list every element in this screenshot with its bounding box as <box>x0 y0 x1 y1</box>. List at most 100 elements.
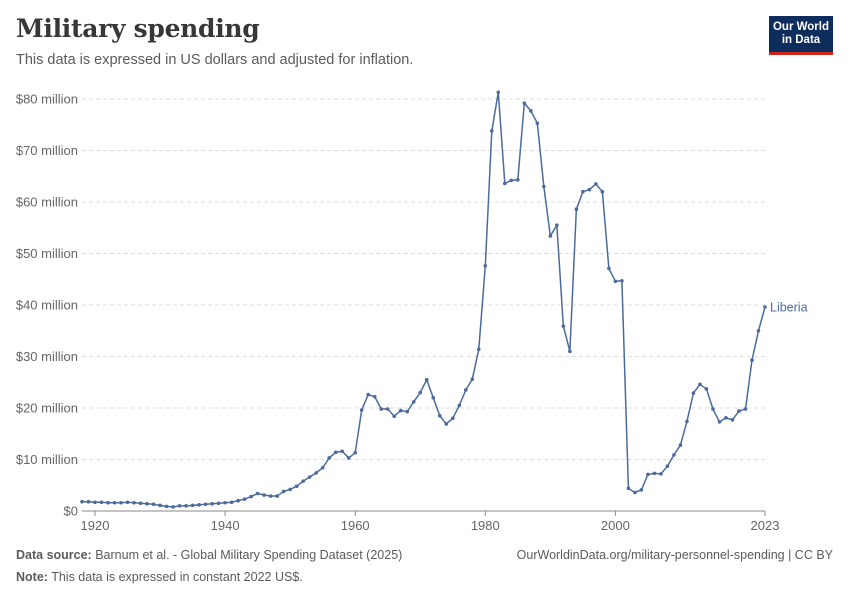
data-point[interactable] <box>646 472 650 477</box>
data-point[interactable] <box>249 494 253 499</box>
data-point[interactable] <box>288 487 292 492</box>
data-point[interactable] <box>353 451 358 455</box>
data-point[interactable] <box>86 499 91 504</box>
data-point[interactable] <box>704 387 709 391</box>
data-point[interactable] <box>665 464 670 468</box>
data-point[interactable] <box>392 414 397 419</box>
data-point[interactable] <box>281 489 286 494</box>
data-point[interactable] <box>535 121 540 126</box>
data-point[interactable] <box>600 189 605 194</box>
data-point[interactable] <box>164 504 169 509</box>
data-point[interactable] <box>639 488 644 492</box>
data-point[interactable] <box>431 395 436 400</box>
data-point[interactable] <box>737 409 741 413</box>
data-point[interactable] <box>607 266 611 271</box>
data-point[interactable] <box>93 500 97 505</box>
data-point[interactable] <box>626 486 631 491</box>
data-point[interactable] <box>320 465 325 470</box>
data-point[interactable] <box>262 493 266 497</box>
data-point[interactable] <box>548 234 553 238</box>
data-point[interactable] <box>568 349 572 354</box>
data-point[interactable] <box>242 497 247 501</box>
data-point[interactable] <box>177 504 182 508</box>
data-point[interactable] <box>581 189 585 194</box>
owid-logo[interactable]: Our World in Data <box>769 16 833 55</box>
data-point[interactable] <box>750 358 754 362</box>
data-point[interactable] <box>112 500 117 505</box>
data-point[interactable] <box>379 407 384 411</box>
data-point[interactable] <box>522 101 527 105</box>
data-point[interactable] <box>659 472 663 476</box>
data-point[interactable] <box>190 503 195 508</box>
data-point[interactable] <box>594 182 598 186</box>
data-point[interactable] <box>301 479 305 483</box>
data-point[interactable] <box>457 403 462 408</box>
data-point[interactable] <box>132 500 136 505</box>
data-point[interactable] <box>542 184 546 189</box>
data-point[interactable] <box>171 505 175 509</box>
data-point[interactable] <box>268 494 273 498</box>
data-point[interactable] <box>678 443 683 447</box>
data-point[interactable] <box>333 450 338 455</box>
data-point[interactable] <box>229 500 234 505</box>
data-point[interactable] <box>529 109 533 113</box>
data-point[interactable] <box>418 390 423 395</box>
data-point[interactable] <box>698 382 702 387</box>
data-point[interactable] <box>685 419 689 424</box>
data-point[interactable] <box>151 502 156 507</box>
data-point[interactable] <box>476 347 481 352</box>
data-point[interactable] <box>561 324 566 328</box>
data-point[interactable] <box>613 279 618 284</box>
data-point[interactable] <box>503 181 507 186</box>
data-point[interactable] <box>327 456 331 460</box>
data-point[interactable] <box>633 490 637 495</box>
data-source-link[interactable]: Barnum et al. - Global Military Spending… <box>95 548 403 562</box>
data-point[interactable] <box>307 475 312 479</box>
data-point[interactable] <box>255 491 260 496</box>
data-point[interactable] <box>236 498 240 503</box>
data-point[interactable] <box>509 178 514 183</box>
data-point[interactable] <box>158 503 162 508</box>
data-point[interactable] <box>385 407 390 411</box>
data-point[interactable] <box>652 471 657 476</box>
data-point[interactable] <box>444 422 449 426</box>
data-point[interactable] <box>424 377 429 382</box>
data-point[interactable] <box>763 305 767 309</box>
data-point[interactable] <box>210 501 214 506</box>
data-point[interactable] <box>372 394 377 399</box>
data-point[interactable] <box>145 501 149 506</box>
data-point[interactable] <box>138 501 143 506</box>
data-point[interactable] <box>197 503 201 507</box>
data-point[interactable] <box>340 449 344 454</box>
data-point[interactable] <box>496 90 501 95</box>
data-point[interactable] <box>672 453 676 457</box>
data-point[interactable] <box>743 407 748 411</box>
series-line[interactable] <box>82 91 766 508</box>
data-point[interactable] <box>756 328 761 333</box>
data-point[interactable] <box>119 500 123 505</box>
data-point[interactable] <box>294 484 299 489</box>
data-point[interactable] <box>450 416 455 421</box>
data-point[interactable] <box>106 500 110 505</box>
data-point[interactable] <box>366 392 371 397</box>
data-point[interactable] <box>203 502 208 507</box>
data-point[interactable] <box>99 500 104 505</box>
data-point[interactable] <box>346 456 351 460</box>
data-point[interactable] <box>711 407 715 411</box>
data-point[interactable] <box>470 377 475 381</box>
data-point[interactable] <box>359 408 364 412</box>
data-point[interactable] <box>275 494 279 498</box>
data-point[interactable] <box>717 420 722 424</box>
data-point[interactable] <box>314 471 318 475</box>
data-point[interactable] <box>125 500 130 505</box>
data-point[interactable] <box>223 500 227 505</box>
data-point[interactable] <box>216 501 221 506</box>
data-point[interactable] <box>437 413 442 418</box>
data-point[interactable] <box>724 415 728 420</box>
data-point[interactable] <box>574 207 579 212</box>
data-point[interactable] <box>516 178 520 182</box>
data-point[interactable] <box>587 187 592 192</box>
data-point[interactable] <box>405 409 410 414</box>
data-point[interactable] <box>730 418 735 422</box>
data-point[interactable] <box>398 408 403 413</box>
